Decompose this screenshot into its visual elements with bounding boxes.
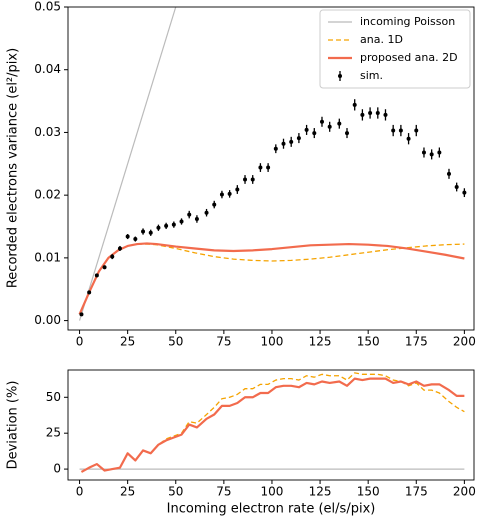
- y-tick-label: 0.05: [34, 0, 61, 14]
- x-tick-label: 200: [453, 485, 476, 499]
- data-point: [102, 265, 107, 270]
- data-point: [164, 223, 169, 228]
- data-point: [212, 202, 217, 207]
- data-point: [319, 119, 324, 124]
- x-tick-label: 75: [216, 335, 231, 349]
- data-point: [406, 136, 411, 141]
- data-point: [148, 230, 153, 235]
- data-point: [421, 150, 426, 155]
- data-point: [219, 192, 224, 197]
- series-line: [78, 7, 177, 321]
- data-point: [141, 229, 146, 234]
- data-point: [171, 222, 176, 227]
- data-point: [187, 212, 192, 217]
- x-tick-label: 75: [216, 485, 231, 499]
- data-point: [375, 110, 380, 115]
- y-tick-label: 0: [53, 462, 61, 476]
- x-tick-label: 125: [309, 485, 332, 499]
- data-point: [429, 152, 434, 157]
- x-tick-label: 175: [405, 485, 428, 499]
- x-tick-label: 50: [168, 485, 183, 499]
- data-point: [296, 136, 301, 141]
- data-point: [133, 237, 138, 242]
- y-tick-label: 0.04: [34, 62, 61, 76]
- data-point: [156, 225, 161, 230]
- data-point: [446, 171, 451, 176]
- data-point: [345, 131, 350, 136]
- plot-area: [78, 7, 467, 321]
- y-tick-label: 0.03: [34, 125, 61, 139]
- data-point: [462, 190, 467, 195]
- x-tick-label: 0: [76, 335, 84, 349]
- data-point: [304, 127, 309, 132]
- x-tick-label: 100: [261, 485, 284, 499]
- data-point: [79, 312, 84, 317]
- data-point: [327, 124, 332, 129]
- x-tick-label: 50: [168, 335, 183, 349]
- data-point: [125, 234, 130, 239]
- data-point: [250, 177, 255, 182]
- y-axis-label: Recorded electrons variance (el²/pix): [6, 48, 21, 288]
- data-point: [398, 128, 403, 133]
- x-tick-label: 150: [357, 485, 380, 499]
- y-tick-label: 0.00: [34, 313, 61, 327]
- data-point: [110, 254, 115, 259]
- data-point: [266, 165, 271, 170]
- data-point: [352, 102, 357, 107]
- series-line: [78, 243, 465, 315]
- y-tick-label: 50: [46, 390, 61, 404]
- data-point: [273, 146, 278, 151]
- data-point: [289, 139, 294, 144]
- data-point: [179, 219, 184, 224]
- data-point: [368, 110, 373, 115]
- data-point: [437, 150, 442, 155]
- axes-frame: [67, 6, 475, 331]
- y-axis-label: Deviation (%): [6, 381, 21, 470]
- x-tick-label: 0: [76, 485, 84, 499]
- data-point: [87, 290, 92, 295]
- plot-area: [79, 372, 465, 473]
- data-point: [454, 185, 459, 190]
- legend-box: [319, 9, 471, 89]
- y-tick-label: 25: [46, 426, 61, 440]
- data-point: [227, 191, 232, 196]
- data-point: [243, 177, 248, 182]
- x-tick-label: 125: [309, 335, 332, 349]
- data-point: [204, 210, 209, 215]
- x-tick-label: 150: [357, 335, 380, 349]
- legend-label: ana. 1D: [360, 33, 403, 46]
- data-point: [360, 112, 365, 117]
- data-point: [117, 246, 122, 251]
- y-tick-label: 0.01: [34, 250, 61, 264]
- data-point: [281, 141, 286, 146]
- x-tick-label: 25: [120, 485, 135, 499]
- data-point: [258, 165, 263, 170]
- legend-label: sim.: [360, 69, 383, 82]
- x-tick-label: 25: [120, 335, 135, 349]
- series-line: [78, 242, 465, 315]
- data-point: [391, 128, 396, 133]
- series-line: [80, 377, 465, 473]
- data-point: [94, 273, 99, 278]
- y-tick-label: 0.02: [34, 188, 61, 202]
- legend-label: proposed ana. 2D: [360, 51, 458, 64]
- data-point: [383, 112, 388, 117]
- x-tick-label: 200: [453, 335, 476, 349]
- data-point: [194, 216, 199, 221]
- legend-label: incoming Poisson: [360, 15, 455, 28]
- x-tick-label: 175: [405, 335, 428, 349]
- data-point: [312, 131, 317, 136]
- x-axis-label: Incoming electron rate (el/s/pix): [167, 502, 376, 517]
- legend-swatch: [338, 74, 342, 78]
- data-point: [235, 187, 240, 192]
- axes-frame: [67, 369, 475, 481]
- data-point: [414, 128, 419, 133]
- x-tick-label: 100: [261, 335, 284, 349]
- data-point: [337, 121, 342, 126]
